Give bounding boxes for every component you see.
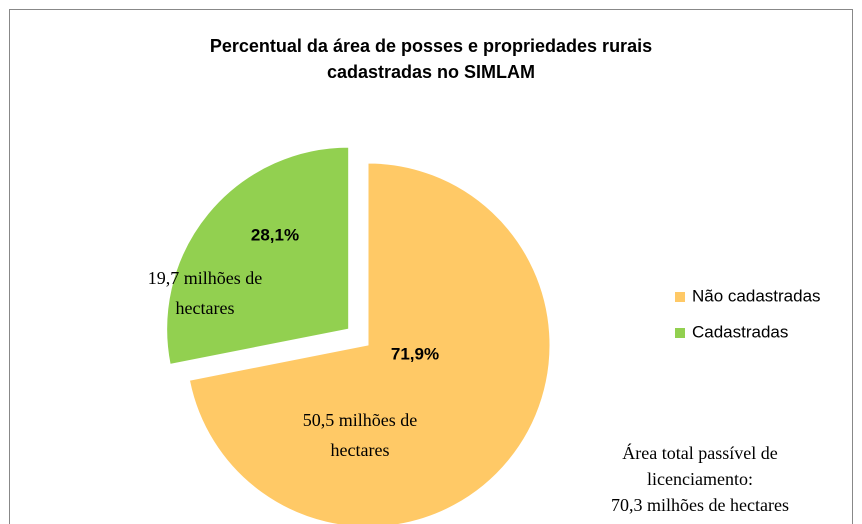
annotation: hectares [176, 298, 235, 318]
chart-title: cadastradas no SIMLAM [327, 62, 535, 82]
annotation: 70,3 milhões de hectares [611, 495, 789, 515]
legend-swatch [675, 292, 685, 302]
annotation: Área total passível de [622, 442, 777, 463]
data-label: 71,9% [391, 344, 439, 363]
annotation: 19,7 milhões de [148, 268, 263, 288]
legend-swatch [675, 328, 685, 338]
pie-slice [188, 162, 551, 524]
annotation: licenciamento: [647, 469, 753, 489]
pie-slice [166, 146, 350, 365]
annotation: 50,5 milhões de [303, 410, 418, 430]
annotation: hectares [331, 440, 390, 460]
legend-label: Não cadastradas [692, 286, 821, 305]
data-label: 28,1% [251, 225, 299, 244]
chart-title: Percentual da área de posses e proprieda… [210, 36, 652, 56]
legend-label: Cadastradas [692, 322, 788, 341]
